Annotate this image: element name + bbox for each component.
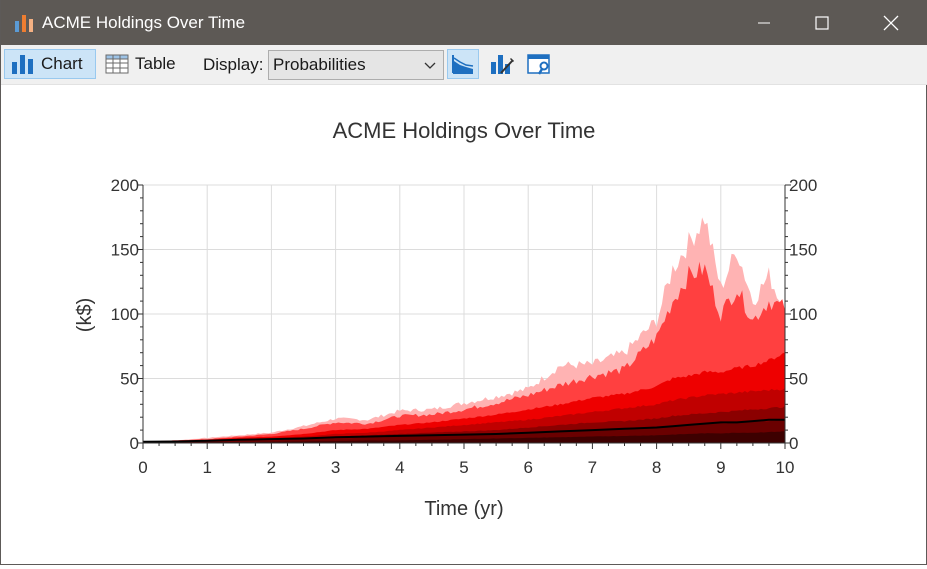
median-layer: [142, 418, 785, 443]
x-tick-label: 7: [588, 458, 597, 477]
minimize-button[interactable]: [741, 0, 787, 45]
y-tick-label-right: 100: [789, 305, 817, 324]
y-tick-labels-right: 0 50 100 150 200: [789, 176, 817, 453]
chart-edit-icon: [491, 55, 514, 74]
display-select-value: Probabilities: [273, 55, 366, 74]
x-axis-label: Time (yr): [424, 498, 503, 520]
table-view-button[interactable]: Table: [103, 49, 187, 79]
close-button[interactable]: [868, 0, 914, 45]
x-tick-label: 8: [652, 458, 661, 477]
display-select[interactable]: Probabilities: [268, 50, 444, 80]
title-bar[interactable]: ACME Holdings Over Time: [1, 0, 927, 45]
x-tick-label: 2: [267, 458, 276, 477]
y-tick-label-left: 100: [111, 305, 139, 324]
bar-chart-app-icon: [15, 15, 33, 32]
close-icon: [883, 15, 899, 30]
y-axis-label: (k$): [74, 298, 96, 332]
bar-chart-icon: [12, 55, 33, 74]
chart-edit-button[interactable]: [486, 49, 518, 79]
x-tick-label: 1: [202, 458, 211, 477]
y-tick-label-left: 150: [111, 241, 139, 260]
table-icon: [105, 54, 129, 74]
display-label: Display:: [203, 55, 264, 74]
y-tick-label-left: 0: [130, 434, 139, 453]
chart-title: ACME Holdings Over Time: [333, 118, 596, 143]
probability-band: [143, 431, 785, 443]
x-tick-label: 5: [459, 458, 468, 477]
y-tick-labels-left: 0 50 100 150 200: [111, 176, 139, 453]
chart-properties-icon: [527, 54, 550, 75]
chart-properties-button[interactable]: [523, 49, 555, 79]
median-line: [142, 418, 785, 443]
x-tick-label: 9: [716, 458, 725, 477]
table-view-label: Table: [135, 54, 176, 73]
maximize-button[interactable]: [799, 0, 845, 45]
chart-type-button[interactable]: [447, 49, 479, 79]
chart-type-icon: [452, 55, 474, 74]
chevron-down-icon: [424, 62, 436, 69]
maximize-icon: [815, 15, 829, 30]
y-tick-label-right: 200: [789, 176, 817, 195]
x-tick-label: 4: [395, 458, 404, 477]
chart-panel: ACME Holdings Over Time 0 1 2 3 4 5 6 7 8 9 10 0 50…: [1, 85, 926, 564]
window-title: ACME Holdings Over Time: [42, 13, 246, 32]
x-tick-label: 6: [523, 458, 532, 477]
probability-chart: ACME Holdings Over Time 0 1 2 3 4 5 6 7 8 9 10 0 50…: [74, 118, 817, 520]
chart-view-button[interactable]: Chart: [4, 49, 96, 79]
y-tick-label-right: 50: [789, 370, 808, 389]
chart-view-label: Chart: [41, 54, 83, 73]
x-tick-label: 3: [331, 458, 340, 477]
x-tick-labels: 0 1 2 3 4 5 6 7 8 9 10: [138, 458, 794, 477]
chart-axes: [137, 184, 791, 449]
y-tick-label-left: 200: [111, 176, 139, 195]
minimize-icon: [758, 22, 770, 23]
x-tick-label: 10: [776, 458, 795, 477]
y-tick-label-right: 150: [789, 241, 817, 260]
toolbar: Chart Table Display: Probabilities: [1, 45, 927, 85]
y-tick-label-left: 50: [120, 370, 139, 389]
x-tick-label: 0: [138, 458, 147, 477]
y-tick-label-right: 0: [789, 434, 798, 453]
